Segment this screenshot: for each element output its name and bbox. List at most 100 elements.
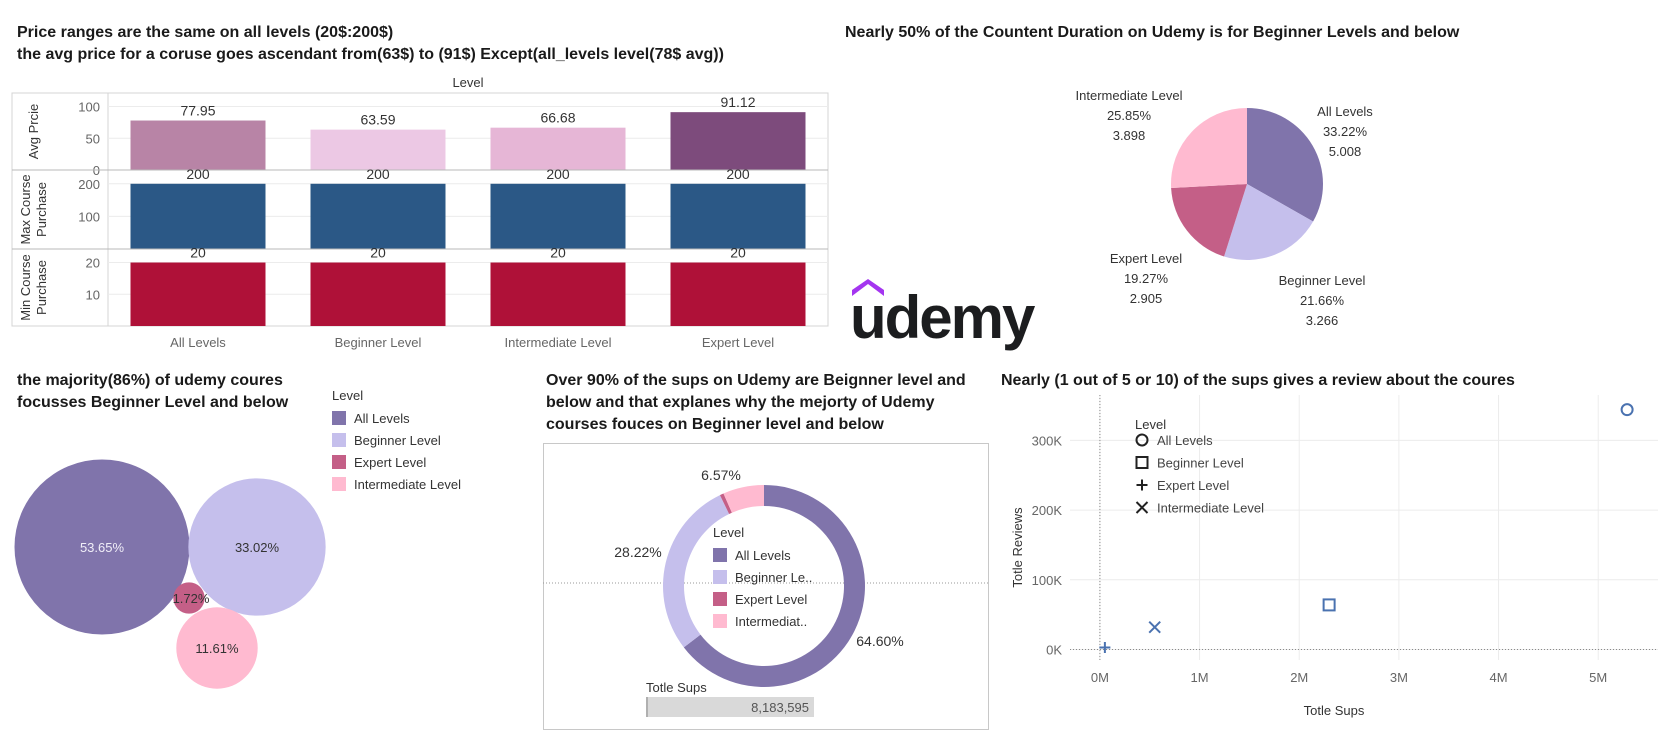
legend-swatch <box>713 614 727 628</box>
legend-swatch <box>332 411 346 425</box>
pie-slice-name: Intermediate Level <box>1076 88 1183 103</box>
udemy-logo-mark <box>852 279 884 296</box>
donut-total-value: 8,183,595 <box>751 700 809 715</box>
bubble-mark <box>188 478 326 616</box>
scatter-x-tick-label: 4M <box>1490 670 1508 685</box>
bar-category-label: All Levels <box>170 335 226 350</box>
bar-column-header: Level <box>452 75 483 90</box>
scatter-point <box>1148 621 1161 634</box>
bubble-legend-item-intermediate[interactable]: Intermediate Level <box>332 473 461 495</box>
bubble-chart: 53.65% 33.02% 1.72% 11.61% <box>14 459 326 689</box>
bar-mark <box>670 183 806 249</box>
pie-slice-percent: 33.22% <box>1323 124 1368 139</box>
donut-title-line1: Over 90% of the sups on Udemy are Beignn… <box>546 372 966 389</box>
legend-swatch <box>713 592 727 606</box>
donut-legend-item-expert[interactable]: Expert Level <box>713 588 812 610</box>
bubble-legend-item-all-levels[interactable]: All Levels <box>332 407 461 429</box>
scatter-y-axis-label: Totle Reviews <box>1010 507 1025 588</box>
scatter-y-tick-label: 100K <box>1032 573 1063 588</box>
bubble-mark <box>176 607 258 689</box>
bubble-mark <box>173 582 205 614</box>
bar-y-tick-label: 100 <box>78 100 100 115</box>
scatter-legend-marker <box>1135 456 1149 469</box>
bar-y-tick-label: 10 <box>86 287 100 302</box>
bubble-legend-item-expert[interactable]: Expert Level <box>332 451 461 473</box>
bar-mark <box>490 127 626 170</box>
bubble-legend-item-beginner[interactable]: Beginner Level <box>332 429 461 451</box>
donut-slice <box>719 493 732 515</box>
donut-legend-item-intermediate[interactable]: Intermediat.. <box>713 610 812 632</box>
legend-label: Intermediate Level <box>354 476 461 492</box>
bar-mark <box>670 262 806 326</box>
pie-chart: All Levels 33.22% 5.008 Beginner Level 21.66… <box>1076 88 1374 328</box>
donut-total-bar <box>646 697 814 717</box>
bar-value-label: 200 <box>546 166 570 182</box>
legend-swatch <box>332 433 346 447</box>
pie-slice <box>1171 184 1247 257</box>
bar-mark <box>490 183 626 249</box>
bar-value-label: 20 <box>550 245 566 261</box>
bar-row-label: Purchase <box>34 182 49 237</box>
donut-chart: 64.60% 28.22% 6.57% Totle Sups 8,183,595 <box>543 467 989 717</box>
bar-category-label: Expert Level <box>702 335 774 350</box>
pie-slice-percent: 19.27% <box>1124 271 1169 286</box>
donut-panel <box>543 443 989 730</box>
bubble-mark <box>14 459 190 635</box>
legend-label: All Levels <box>735 547 791 563</box>
bar-mark <box>130 183 266 249</box>
legend-swatch <box>713 570 727 584</box>
bar-row-label: Avg Prcie <box>26 104 41 159</box>
legend-label: Expert Level <box>735 591 808 607</box>
bubble-label: 11.61% <box>195 641 239 656</box>
legend-label: Intermediat.. <box>735 613 808 629</box>
scatter-legend-label: Intermediate Level <box>1157 501 1264 516</box>
legend-label: Beginner Level <box>354 432 441 448</box>
bubble-title-line2: focusses Beginner Level and below <box>17 394 289 411</box>
bubble-legend: Level All Levels Beginner Level Expert L… <box>332 388 461 495</box>
pie-title: Nearly 50% of the Countent Duration on U… <box>845 24 1460 41</box>
bar-value-label: 77.95 <box>180 103 215 119</box>
bar-value-label: 63.59 <box>360 112 395 128</box>
pie-slice-name: Expert Level <box>1110 251 1182 266</box>
pie-slice-value: 3.898 <box>1113 128 1146 143</box>
bubble-title-line1: the majority(86%) of udemy coures <box>17 372 283 389</box>
bar-mark <box>130 262 266 326</box>
bubble-label: 53.65% <box>80 540 125 555</box>
bar-y-tick-label: 100 <box>78 209 100 224</box>
legend-label: Expert Level <box>354 454 427 470</box>
legend-label: Beginner Le.. <box>735 569 813 585</box>
scatter-x-tick-label: 5M <box>1589 670 1607 685</box>
donut-slice-label: 28.22% <box>614 544 661 560</box>
scatter-title: Nearly (1 out of 5 or 10) of the sups gi… <box>1001 372 1515 389</box>
donut-total-label: Totle Sups <box>646 680 707 695</box>
donut-legend-item-beginner[interactable]: Beginner Le.. <box>713 566 812 588</box>
scatter-legend-label: Beginner Level <box>1157 456 1244 471</box>
udemy-logo-text: udemy <box>850 284 1035 351</box>
bar-mark <box>310 183 446 249</box>
scatter-point <box>1322 598 1336 612</box>
pie-slice-value: 5.008 <box>1329 144 1362 159</box>
bar-y-tick-label: 200 <box>78 177 100 192</box>
donut-title-line3: courses fouces on Beginner level and bel… <box>546 416 884 433</box>
scatter-y-tick-label: 300K <box>1032 433 1063 448</box>
donut-title-line2: below and that explanes why the mejorty … <box>546 394 935 411</box>
legend-swatch <box>332 455 346 469</box>
scatter-x-tick-label: 3M <box>1390 670 1408 685</box>
bar-mark <box>310 129 446 170</box>
donut-legend-item-all-levels[interactable]: All Levels <box>713 544 812 566</box>
bar-chart: Level050100Avg Prcie77.9563.5966.6891.12… <box>11 75 829 350</box>
scatter-point <box>1099 641 1111 653</box>
pie-slice-percent: 25.85% <box>1107 108 1152 123</box>
pie-slice-value: 2.905 <box>1130 291 1163 306</box>
legend-swatch <box>332 477 346 491</box>
pie-slice-name: Beginner Level <box>1279 273 1366 288</box>
bar-value-label: 91.12 <box>720 94 755 110</box>
bar-title-line1: Price ranges are the same on all levels … <box>17 24 394 41</box>
scatter-y-tick-label: 0K <box>1046 643 1062 658</box>
bar-value-label: 200 <box>726 166 750 182</box>
donut-slice-label: 6.57% <box>701 467 741 483</box>
bar-mark <box>490 262 626 326</box>
bar-row-label: Purchase <box>34 260 49 315</box>
pie-slice <box>1171 108 1247 189</box>
bar-value-label: 20 <box>730 245 746 261</box>
